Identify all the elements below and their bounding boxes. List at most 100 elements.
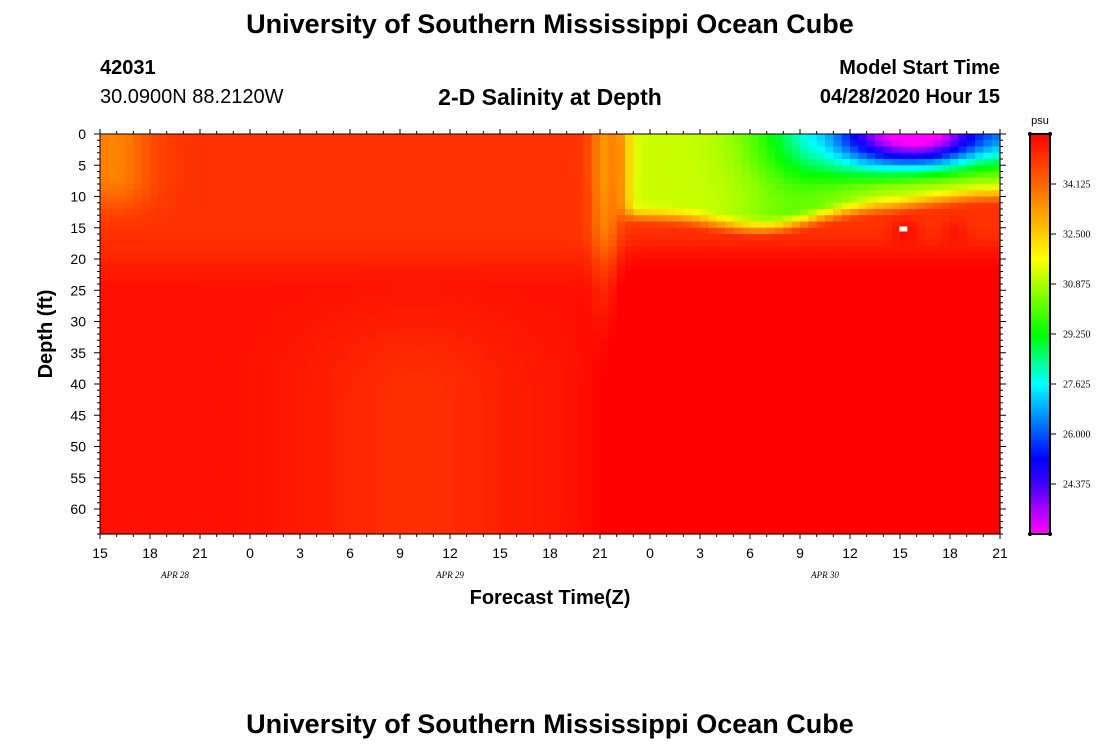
heatmap-cell — [158, 190, 168, 198]
heatmap-cell — [433, 302, 443, 310]
heatmap-cell — [466, 134, 476, 141]
heatmap-cell — [775, 402, 784, 410]
heatmap-cell — [533, 146, 543, 154]
heatmap-cell — [941, 227, 951, 235]
heatmap-cell — [241, 334, 251, 341]
heatmap-cell — [541, 265, 551, 273]
heatmap-cell — [950, 252, 959, 260]
heatmap-cell — [525, 271, 534, 279]
heatmap-cell — [625, 334, 634, 341]
heatmap-cell — [458, 365, 468, 373]
heatmap-cell — [691, 221, 701, 229]
heatmap-cell — [991, 190, 1001, 198]
heatmap-cell — [775, 277, 784, 285]
heatmap-cell — [683, 240, 693, 248]
heatmap-cell — [191, 309, 201, 316]
heatmap-cell — [666, 146, 676, 154]
heatmap-cell — [966, 265, 976, 273]
heatmap-cell — [516, 396, 526, 404]
heatmap-cell — [966, 302, 976, 310]
heatmap-cell — [933, 159, 943, 166]
heatmap-cell — [858, 377, 868, 385]
heatmap-cell — [641, 409, 651, 416]
heatmap-cell — [941, 371, 951, 379]
heatmap-cell — [466, 334, 476, 341]
heatmap-cell — [583, 377, 593, 385]
heatmap-cell — [550, 252, 559, 260]
heatmap-cell — [225, 159, 234, 166]
heatmap-cell — [100, 321, 109, 329]
heatmap-cell — [491, 371, 501, 379]
heatmap-cell — [450, 202, 459, 210]
heatmap-cell — [433, 415, 443, 423]
heatmap-cell — [991, 227, 1001, 235]
heatmap-cell — [116, 271, 126, 279]
heatmap-cell — [325, 359, 334, 366]
heatmap-cell — [700, 396, 709, 404]
heatmap-cell — [391, 365, 401, 373]
heatmap-cell — [416, 190, 426, 198]
heatmap-cell — [991, 159, 1001, 166]
heatmap-cell — [175, 171, 184, 179]
heatmap-cell — [133, 352, 143, 360]
heatmap-cell — [650, 296, 659, 304]
heatmap-cell — [500, 309, 509, 316]
heatmap-cell — [316, 321, 326, 329]
heatmap-cell — [458, 390, 468, 398]
heatmap-cell — [983, 365, 993, 373]
heatmap-cell — [766, 277, 776, 285]
heatmap-cell — [325, 165, 334, 173]
heatmap-cell — [641, 265, 651, 273]
heatmap-cell — [166, 340, 176, 348]
heatmap-cell — [566, 346, 576, 354]
heatmap-cell — [716, 315, 726, 323]
heatmap-cell — [558, 296, 568, 304]
heatmap-cell — [366, 390, 376, 398]
heatmap-cell — [341, 271, 351, 279]
heatmap-cell — [208, 377, 218, 385]
heatmap-cell — [200, 284, 209, 291]
heatmap-cell — [966, 209, 976, 216]
heatmap-cell — [650, 221, 659, 229]
heatmap-cell — [450, 159, 459, 166]
heatmap-cell — [975, 252, 984, 260]
heatmap-cell — [158, 302, 168, 310]
heatmap-cell — [141, 409, 151, 416]
heatmap-cell — [700, 196, 709, 204]
heatmap-cell — [308, 284, 318, 291]
heatmap-cell — [308, 352, 318, 360]
heatmap-cell — [450, 371, 459, 379]
heatmap-cell — [358, 359, 368, 366]
heatmap-cell — [750, 265, 759, 273]
heatmap-cell — [691, 177, 701, 185]
heatmap-cell — [175, 196, 184, 204]
heatmap-cell — [616, 409, 626, 416]
heatmap-cell — [500, 390, 509, 398]
heatmap-cell — [575, 277, 584, 285]
heatmap-cell — [591, 315, 601, 323]
heatmap-cell — [741, 140, 751, 148]
heatmap-cell — [616, 246, 626, 254]
heatmap-cell — [900, 190, 909, 198]
heatmap-cell — [600, 409, 609, 416]
heatmap-cell — [208, 359, 218, 366]
heatmap-cell — [133, 159, 143, 166]
heatmap-cell — [525, 365, 534, 373]
heatmap-cell — [258, 227, 268, 235]
heatmap-cell — [850, 190, 859, 198]
heatmap-cell — [533, 371, 543, 379]
heatmap-cell — [233, 202, 243, 210]
heatmap-cell — [750, 309, 759, 316]
heatmap-cell — [358, 259, 368, 266]
heatmap-cell — [666, 227, 676, 235]
heatmap-cell — [266, 340, 276, 348]
heatmap-cell — [441, 290, 451, 298]
heatmap-cell — [225, 265, 234, 273]
heatmap-cell — [458, 371, 468, 379]
heatmap-cell — [700, 146, 709, 154]
heatmap-cell — [325, 159, 334, 166]
heatmap-cell — [583, 396, 593, 404]
heatmap-cell — [225, 384, 234, 391]
heatmap-cell — [500, 265, 509, 273]
heatmap-cell — [941, 196, 951, 204]
